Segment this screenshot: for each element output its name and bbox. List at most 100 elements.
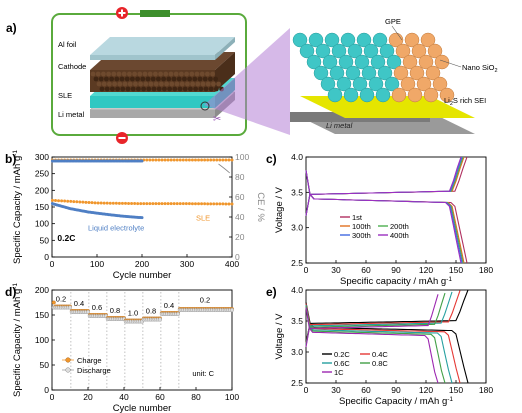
gpe-sphere [386, 54, 402, 70]
sio2-sphere [407, 87, 423, 103]
gpe-sphere [315, 43, 331, 59]
discharge-point [157, 317, 163, 322]
label-li2s-sei: Li2S rich SEI [444, 96, 486, 107]
x-tick-label: 100 [225, 392, 239, 402]
data-point [105, 201, 109, 205]
y-tick-label: 200 [35, 185, 49, 195]
cathode-particle [190, 81, 196, 87]
y-tick-label: 4.0 [291, 152, 303, 162]
data-point [218, 158, 222, 162]
gpe-sphere [375, 87, 391, 103]
data-point [212, 158, 216, 162]
cathode-particle [112, 81, 117, 87]
cathode-particle [104, 86, 110, 92]
rate-label: 0.2 [56, 295, 66, 304]
x-tick-label: 60 [361, 265, 371, 275]
x-axis-label: Specific Capacity / mAh g-1 [339, 396, 453, 407]
cathode-particle [205, 71, 210, 77]
gpe-sphere [322, 54, 338, 70]
y-right-tick-label: 20 [235, 232, 245, 242]
gpe-sphere [354, 54, 370, 70]
data-point [140, 216, 144, 220]
data-point [142, 202, 146, 206]
series-line-charge [305, 291, 453, 345]
x-tick-label: 60 [155, 392, 165, 402]
gpe-sphere [336, 76, 352, 92]
cathode-particle [127, 81, 133, 87]
cathode-particle [156, 76, 161, 82]
cathode-particle [166, 76, 172, 82]
y-tick-label: 2.5 [291, 378, 303, 388]
cathode-particle [137, 71, 143, 77]
unit-note: unit: C [192, 369, 214, 378]
sio2-sphere [411, 43, 427, 59]
gpe-sphere [352, 76, 368, 92]
cathode-particle [142, 71, 148, 77]
cathode-particle [200, 81, 206, 87]
cathode-particle [193, 86, 199, 92]
y-right-tick-label: 100 [235, 152, 249, 162]
data-point [108, 201, 112, 205]
x-tick-label: 0 [50, 259, 55, 269]
gpe-sphere [308, 32, 324, 48]
gpe-sphere [329, 65, 345, 81]
legend-label: 0.8C [372, 359, 388, 368]
data-point [227, 158, 231, 162]
cathode-particle [107, 81, 112, 87]
cathode-particle [213, 76, 219, 82]
legend-marker [65, 357, 71, 363]
data-point [169, 158, 173, 162]
legend-marker [65, 367, 71, 373]
cathode-particle [188, 86, 193, 92]
cathode-particle [185, 81, 190, 87]
data-point [200, 202, 204, 206]
data-point [160, 202, 164, 206]
cathode-particle [104, 76, 109, 82]
x-tick-label: 100 [90, 259, 104, 269]
data-point [78, 200, 82, 204]
cathode-particle [163, 71, 169, 77]
data-point [81, 200, 85, 204]
gpe-sphere [340, 32, 356, 48]
cathode-particle [177, 86, 183, 92]
panel-letter: b) [5, 152, 16, 166]
cathode-particle [208, 86, 214, 92]
rate-annotation: 0.2C [57, 233, 75, 243]
cathode-particle [153, 81, 159, 87]
y-axis-label: Voltage / V [274, 186, 285, 233]
cathode-particle [130, 86, 136, 92]
data-point [145, 202, 149, 206]
gpe-sphere [347, 43, 363, 59]
cathode-particle [101, 81, 107, 87]
data-point [215, 158, 219, 162]
cathode-particle [143, 81, 149, 87]
sio2-sphere [393, 65, 409, 81]
y-axis-label: Specific Capacity / mAh g-1 [12, 150, 23, 264]
cathode-particle [214, 86, 219, 92]
data-point [69, 199, 73, 203]
data-point [111, 201, 115, 205]
legend-label: 1st [352, 213, 363, 222]
data-point [96, 201, 100, 205]
data-point [139, 202, 143, 206]
y-tick-label: 0 [44, 252, 49, 262]
panel-letter: e) [266, 285, 277, 299]
cathode-particle [126, 71, 132, 77]
data-point [117, 201, 121, 205]
y-tick-label: 300 [35, 152, 49, 162]
gpe-sphere [343, 87, 359, 103]
data-point [187, 158, 191, 162]
ce-arrow [218, 163, 231, 174]
data-point [151, 202, 155, 206]
cathode-particle [179, 81, 185, 87]
plot-frame [305, 289, 487, 384]
sio2-sphere [402, 54, 418, 70]
sio2-sphere [420, 32, 436, 48]
rate-label: 1.0 [128, 309, 138, 318]
discharge-point [229, 307, 235, 313]
rate-label: 0.6 [92, 303, 102, 312]
gpe-sphere [368, 76, 384, 92]
sio2-sphere [395, 43, 411, 59]
cathode-particle [148, 81, 154, 87]
